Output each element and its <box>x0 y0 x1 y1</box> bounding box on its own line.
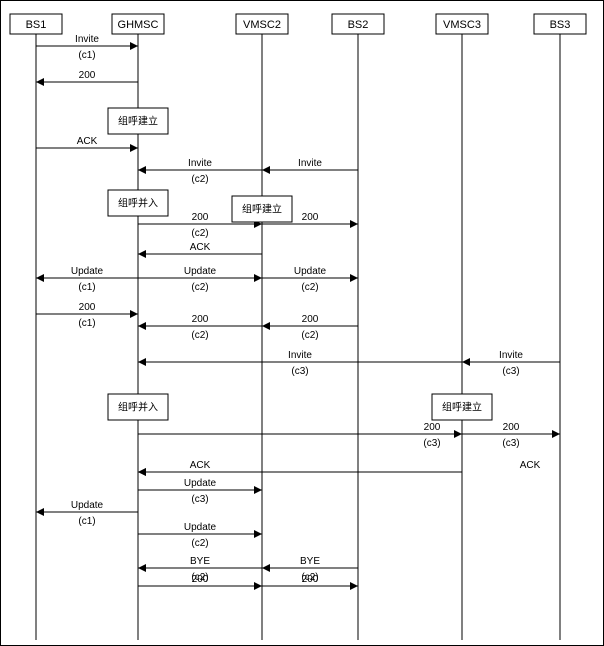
message-sublabel: (c2) <box>191 174 208 185</box>
message-sublabel: (c3) <box>191 494 208 505</box>
participant-label: BS1 <box>26 19 47 31</box>
message-label: Invite <box>298 158 322 169</box>
message-label: 200 <box>79 302 96 313</box>
message-label: ACK <box>77 136 98 147</box>
note-text: 组呼并入 <box>118 401 158 414</box>
message-label: 200 <box>192 212 209 223</box>
message-label: Update <box>71 266 104 277</box>
message-label: 200 <box>503 422 520 433</box>
message-arrow <box>138 430 462 438</box>
participant-label: BS3 <box>550 19 571 31</box>
note-text: 组呼建立 <box>442 401 482 414</box>
message-label: BYE <box>300 556 320 567</box>
message-label: ACK <box>190 242 211 253</box>
message-label: 200 <box>302 314 319 325</box>
message-label: 200 <box>302 574 319 585</box>
message-label: Invite <box>499 350 523 361</box>
message-sublabel: (c3) <box>502 438 519 449</box>
note-text: 组呼建立 <box>118 115 158 128</box>
message-sublabel: (c3) <box>423 438 440 449</box>
message-arrow <box>138 468 462 476</box>
message-sublabel: (c1) <box>78 50 95 61</box>
message-label: Update <box>184 478 217 489</box>
message-sublabel: (c1) <box>78 516 95 527</box>
note-text: 组呼并入 <box>118 197 158 210</box>
message-sublabel: (c2) <box>301 330 318 341</box>
sequence-diagram: BS1 GHMSC VMSC2 BS2 VMSC3 BS3 Invite (c1) 200 ACK… <box>0 0 604 646</box>
message-label: Invite <box>288 350 312 361</box>
message-label: ACK <box>520 460 541 471</box>
message-label: Update <box>294 266 327 277</box>
message-label: Update <box>71 500 104 511</box>
message-sublabel: (c3) <box>502 366 519 377</box>
message-label: Update <box>184 266 217 277</box>
message-sublabel: (c2) <box>191 282 208 293</box>
message-sublabel: (c2) <box>191 330 208 341</box>
message-label: BYE <box>190 556 210 567</box>
message-sublabel: (c2) <box>191 228 208 239</box>
message-sublabel: (c2) <box>301 282 318 293</box>
participant-label: VMSC2 <box>243 19 281 31</box>
participant-label: GHMSC <box>118 19 159 31</box>
message-label: 200 <box>79 70 96 81</box>
message-sublabel: (c1) <box>78 282 95 293</box>
message-label: 200 <box>302 212 319 223</box>
message-sublabel: (c3) <box>291 366 308 377</box>
message-sublabel: (c2) <box>191 538 208 549</box>
message-label: 200 <box>192 574 209 585</box>
participant-label: VMSC3 <box>443 19 481 31</box>
message-sublabel: (c1) <box>78 318 95 329</box>
message-label: 200 <box>424 422 441 433</box>
message-label: Invite <box>188 158 212 169</box>
note-text: 组呼建立 <box>242 203 282 216</box>
participant-label: BS2 <box>348 19 369 31</box>
message-label: Update <box>184 522 217 533</box>
message-label: ACK <box>190 460 211 471</box>
message-label: Invite <box>75 34 99 45</box>
message-label: 200 <box>192 314 209 325</box>
